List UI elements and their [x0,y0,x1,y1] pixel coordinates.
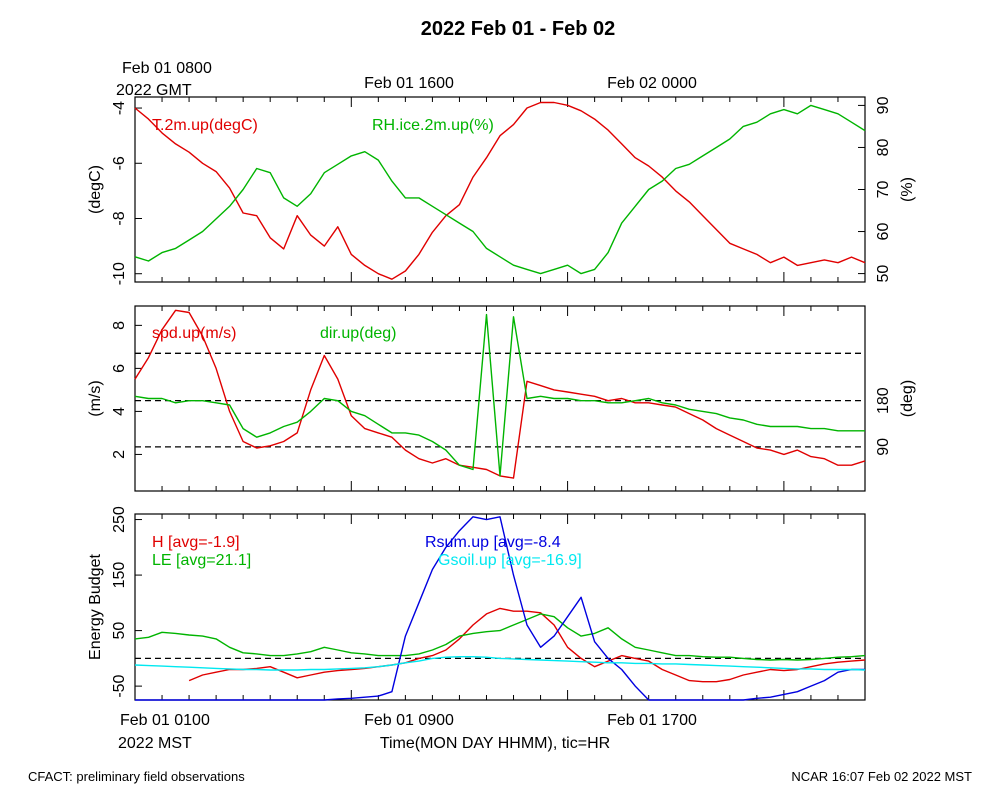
legend-wind-speed: spd.up(m/s) [152,325,236,342]
panel-frame [134,305,866,492]
mst-start-label-line1: Feb 01 0100 [120,712,210,729]
y-tick-label: 6 [111,364,128,373]
legend-soil-heat: Gsoil.up [avg=-16.9] [438,552,582,569]
y-tick-label: 150 [111,562,128,589]
right-y-tick-label: 60 [875,223,892,241]
y-tick-label: -6 [111,156,128,170]
y-tick-label: -4 [111,101,128,115]
mst-mid-label: Feb 01 0900 [364,712,454,729]
right-y-tick-label: 180 [875,387,892,414]
legend-radiation: Rsum.up [avg=-8.4 [425,534,561,551]
series-line [134,656,866,671]
temperature-humidity-panel: -10 -8 -6 -4 (degC) 50 60 70 80 90 (%) [87,96,916,285]
right-axis-title: (deg) [899,380,916,417]
left-axis-title: (degC) [87,165,104,214]
series-line [134,613,866,661]
y-tick-label: 250 [111,506,128,533]
y-tick-label: -10 [111,262,128,285]
series-line [135,516,865,701]
panel-frame [134,513,866,701]
right-y-tick-label: 50 [875,265,892,283]
y-tick-label: 4 [111,407,128,416]
gmt-mid-label: Feb 01 1600 [364,75,454,92]
series-line [188,607,866,683]
y-tick-label: 2 [111,450,128,459]
legend-sensible-heat: H [avg=-1.9] [152,534,240,551]
left-axis-title: Energy Budget [87,554,104,660]
series-line [134,309,866,479]
wind-panel: 2 4 6 8 (m/s) 90 180 (deg) [87,305,916,492]
right-axis-title: (%) [899,177,916,202]
legend-latent-heat: LE [avg=21.1] [152,552,251,569]
legend-temperature: T.2m.up(degC) [152,117,258,134]
series-line [134,104,866,275]
mst-end-label: Feb 01 1700 [607,712,697,729]
right-y-tick-label: 80 [875,138,892,156]
x-axis-label: Time(MON DAY HHMM), tic=HR [380,735,610,752]
y-tick-label: -50 [111,674,128,697]
right-y-tick-label: 70 [875,181,892,199]
y-tick-label: 8 [111,321,128,330]
chart-title: 2022 Feb 01 - Feb 02 [421,18,616,40]
gmt-end-label: Feb 02 0000 [607,75,697,92]
right-y-tick-label: 90 [875,96,892,114]
gmt-start-label-line1: Feb 01 0800 [122,60,212,77]
y-tick-label: -8 [111,211,128,225]
left-axis-title: (m/s) [87,380,104,416]
right-y-tick-label: 90 [875,438,892,456]
energy-budget-panel: -50 50 150 250 Energy Budget [87,506,866,701]
footer-right: NCAR 16:07 Feb 02 2022 MST [791,769,972,784]
series-line [134,101,866,280]
legend-wind-direction: dir.up(deg) [320,325,397,342]
series-line [134,313,865,477]
y-tick-label: 50 [111,622,128,640]
legend-humidity: RH.ice.2m.up(%) [372,117,494,134]
mst-start-label-line2: 2022 MST [118,735,192,752]
footer-left: CFACT: preliminary field observations [28,769,245,784]
gmt-start-label-line2: 2022 GMT [116,82,192,99]
